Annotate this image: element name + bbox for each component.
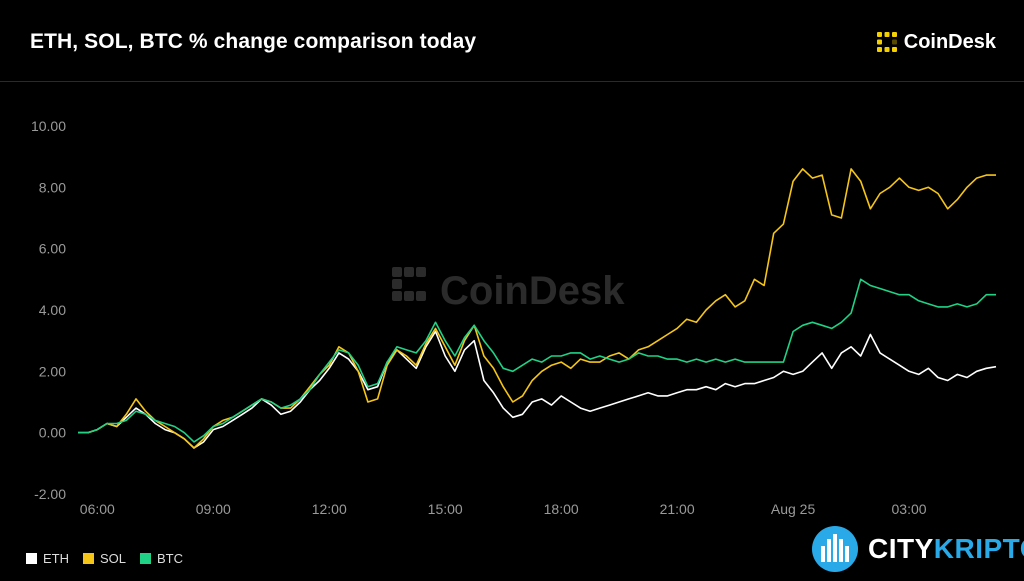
x-tick-label: 15:00	[428, 501, 463, 517]
y-tick-label: 0.00	[39, 425, 66, 441]
coindesk-brand-name: CoinDesk	[903, 30, 996, 53]
y-tick-label: 2.00	[39, 363, 66, 379]
legend-item-eth[interactable]: ETH	[26, 551, 69, 566]
y-tick-label: 8.00	[39, 179, 66, 195]
citykripto-brand: CITYKRIPTO	[810, 524, 1024, 574]
series-line-eth	[78, 330, 997, 449]
y-tick-label: 4.00	[39, 302, 66, 318]
coindesk-logo-icon	[876, 32, 897, 52]
legend-item-btc[interactable]: BTC	[140, 551, 183, 566]
line-chart: CoinDesk -2.000.002.004.006.008.0010.00 …	[31, 118, 997, 517]
legend-swatch-sol	[83, 553, 94, 564]
chart-title: ETH, SOL, BTC % change comparison today	[30, 30, 477, 53]
x-tick-label: 06:00	[80, 501, 115, 517]
legend-label-btc: BTC	[157, 551, 184, 566]
series-line-btc	[78, 278, 996, 443]
citykripto-part2: KRIPTO	[933, 533, 1024, 564]
coindesk-brand: CoinDesk	[876, 30, 996, 54]
x-tick-label: 21:00	[660, 501, 695, 517]
citykripto-part1: CITY	[868, 533, 934, 564]
y-tick-label: 10.00	[31, 118, 66, 134]
chart-legend: ETH SOL BTC	[26, 551, 183, 566]
legend-label-eth: ETH	[43, 551, 69, 566]
y-axis: -2.00 0.00 2.00 4.00 6.00 8.00 10.00	[31, 118, 66, 502]
legend-label-sol: SOL	[100, 551, 127, 566]
citykripto-name: CITYKRIPTO	[868, 533, 1024, 565]
x-tick-label: 09:00	[196, 501, 231, 517]
legend-swatch-btc	[140, 553, 152, 564]
y-tick-label: 6.00	[39, 241, 66, 257]
x-tick-label: Aug 25	[771, 501, 816, 517]
y-tick-label: -2.00	[34, 486, 66, 502]
series-lines	[78, 168, 997, 449]
cityscape-circle-icon	[812, 526, 858, 572]
chart-header: ETH, SOL, BTC % change comparison today …	[0, 0, 1024, 82]
x-tick-label: 18:00	[544, 501, 579, 517]
legend-item-sol[interactable]: SOL	[83, 551, 126, 566]
watermark-text: CoinDesk	[440, 269, 625, 313]
x-tick-label: 03:00	[892, 501, 927, 517]
x-tick-label: 12:00	[312, 501, 347, 517]
coindesk-watermark: CoinDesk	[392, 267, 625, 313]
legend-swatch-eth	[26, 553, 37, 564]
x-axis: 06:00 09:00 12:00 15:00 18:00 21:00 Aug 25 03:0…	[80, 501, 927, 517]
